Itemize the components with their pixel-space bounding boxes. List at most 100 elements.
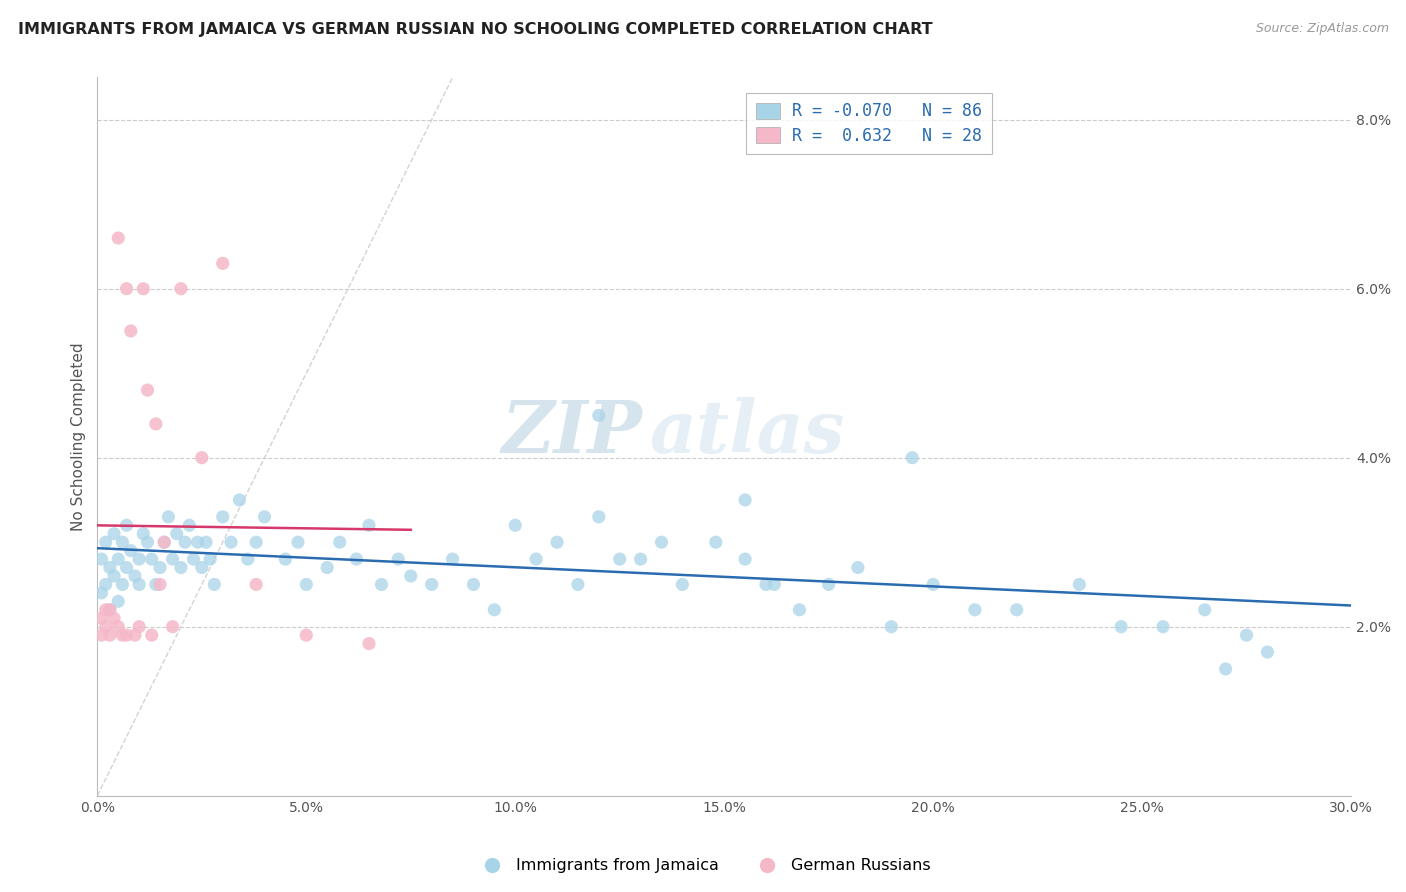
Point xyxy=(817,577,839,591)
Point xyxy=(153,535,176,549)
Point xyxy=(179,518,201,533)
Point xyxy=(1152,620,1174,634)
Point xyxy=(132,282,155,296)
Point xyxy=(141,552,163,566)
Point xyxy=(763,577,786,591)
Point xyxy=(191,560,214,574)
Point xyxy=(153,535,176,549)
Point xyxy=(115,518,138,533)
Point xyxy=(329,535,352,549)
Point xyxy=(90,586,112,600)
Point xyxy=(755,577,778,591)
Point xyxy=(346,552,368,566)
Point xyxy=(567,577,589,591)
Point xyxy=(94,620,117,634)
Point xyxy=(90,628,112,642)
Y-axis label: No Schooling Completed: No Schooling Completed xyxy=(72,343,86,531)
Point xyxy=(157,509,180,524)
Point xyxy=(846,560,869,574)
Point xyxy=(191,450,214,465)
Point xyxy=(370,577,392,591)
Point xyxy=(162,620,184,634)
Point xyxy=(120,324,142,338)
Point xyxy=(922,577,945,591)
Point xyxy=(115,282,138,296)
Point xyxy=(136,383,159,397)
Point xyxy=(734,552,756,566)
Point xyxy=(111,535,134,549)
Point xyxy=(98,628,121,642)
Point xyxy=(103,526,125,541)
Point xyxy=(1236,628,1258,642)
Point xyxy=(198,552,221,566)
Point xyxy=(115,628,138,642)
Text: Source: ZipAtlas.com: Source: ZipAtlas.com xyxy=(1256,22,1389,36)
Point xyxy=(124,569,146,583)
Legend: R = -0.070   N = 86, R =  0.632   N = 28: R = -0.070 N = 86, R = 0.632 N = 28 xyxy=(747,93,993,154)
Point xyxy=(128,620,150,634)
Point xyxy=(111,577,134,591)
Text: ZIP: ZIP xyxy=(502,398,643,468)
Point xyxy=(195,535,218,549)
Point xyxy=(170,282,193,296)
Point xyxy=(441,552,464,566)
Point xyxy=(295,628,318,642)
Point xyxy=(149,577,172,591)
Point xyxy=(94,535,117,549)
Point xyxy=(98,603,121,617)
Point xyxy=(588,409,610,423)
Point xyxy=(1215,662,1237,676)
Point xyxy=(145,417,167,431)
Point xyxy=(170,560,193,574)
Point xyxy=(734,492,756,507)
Point xyxy=(103,569,125,583)
Point xyxy=(128,577,150,591)
Point xyxy=(98,603,121,617)
Point xyxy=(183,552,205,566)
Point xyxy=(484,603,506,617)
Legend: Immigrants from Jamaica, German Russians: Immigrants from Jamaica, German Russians xyxy=(470,852,936,880)
Point xyxy=(609,552,631,566)
Point xyxy=(202,577,225,591)
Point xyxy=(145,577,167,591)
Point xyxy=(98,560,121,574)
Point xyxy=(107,620,129,634)
Point xyxy=(963,603,986,617)
Point xyxy=(90,611,112,625)
Point xyxy=(132,526,155,541)
Point xyxy=(704,535,727,549)
Point xyxy=(901,450,924,465)
Point xyxy=(880,620,903,634)
Point xyxy=(166,526,188,541)
Point xyxy=(789,603,811,617)
Point xyxy=(357,518,380,533)
Point xyxy=(111,628,134,642)
Point xyxy=(1005,603,1028,617)
Point xyxy=(253,509,276,524)
Point xyxy=(228,492,250,507)
Point xyxy=(94,577,117,591)
Point xyxy=(1256,645,1278,659)
Point xyxy=(149,560,172,574)
Point xyxy=(671,577,693,591)
Point xyxy=(1109,620,1132,634)
Point xyxy=(287,535,309,549)
Point xyxy=(174,535,197,549)
Point xyxy=(546,535,568,549)
Point xyxy=(128,552,150,566)
Point xyxy=(107,552,129,566)
Point xyxy=(162,552,184,566)
Point xyxy=(103,611,125,625)
Text: atlas: atlas xyxy=(650,398,844,468)
Point xyxy=(524,552,547,566)
Point xyxy=(94,603,117,617)
Text: IMMIGRANTS FROM JAMAICA VS GERMAN RUSSIAN NO SCHOOLING COMPLETED CORRELATION CHA: IMMIGRANTS FROM JAMAICA VS GERMAN RUSSIA… xyxy=(18,22,934,37)
Point xyxy=(107,594,129,608)
Point xyxy=(399,569,422,583)
Point xyxy=(90,552,112,566)
Point xyxy=(650,535,672,549)
Point xyxy=(120,543,142,558)
Point xyxy=(420,577,443,591)
Point xyxy=(136,535,159,549)
Point xyxy=(357,637,380,651)
